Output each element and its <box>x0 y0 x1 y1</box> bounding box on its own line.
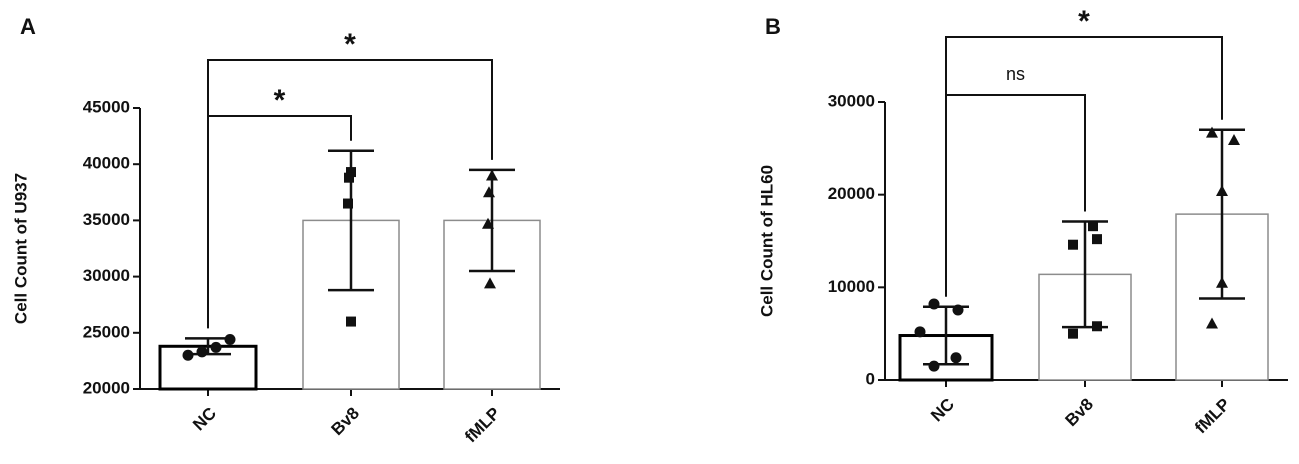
panel-label: B <box>765 14 781 39</box>
y-tick-label: 45000 <box>83 97 130 116</box>
data-point <box>1068 239 1078 250</box>
data-point <box>210 341 222 353</box>
y-axis-title: Cell Count of U937 <box>11 173 30 324</box>
x-tick-label: NC <box>927 395 958 426</box>
data-point <box>1206 317 1218 329</box>
x-tick-label: fMLP <box>1191 395 1234 438</box>
y-tick-label: 35000 <box>83 210 130 229</box>
y-axis-title: Cell Count of HL60 <box>757 165 776 317</box>
data-point <box>914 326 926 338</box>
data-point <box>182 349 194 361</box>
y-tick-label: 30000 <box>83 266 130 285</box>
significance-label: * <box>344 28 356 61</box>
data-point <box>486 169 498 181</box>
x-tick-label: fMLP <box>461 404 504 447</box>
data-point <box>196 346 208 358</box>
x-tick-label: NC <box>189 404 220 435</box>
significance-bracket <box>945 36 1223 277</box>
data-point <box>1088 221 1098 232</box>
data-point <box>1216 184 1228 196</box>
data-point <box>1092 234 1102 245</box>
data-point <box>1206 126 1218 138</box>
data-point <box>1228 133 1240 145</box>
y-tick-label: 0 <box>866 369 875 388</box>
data-point <box>1092 321 1102 332</box>
data-point <box>483 186 495 198</box>
data-point <box>343 198 353 209</box>
data-point <box>344 172 354 183</box>
panel-label: A <box>20 14 36 39</box>
y-tick-label: 30000 <box>828 91 875 110</box>
data-point <box>952 304 964 316</box>
y-tick-label: 10000 <box>828 277 875 296</box>
data-point <box>224 334 236 346</box>
y-tick-label: 40000 <box>83 154 130 173</box>
data-point <box>1068 328 1078 339</box>
data-point <box>346 167 356 178</box>
y-tick-label: 20000 <box>83 378 130 397</box>
significance-label: ns <box>1006 64 1025 84</box>
significance-bracket <box>945 94 1086 297</box>
y-tick-label: 20000 <box>828 184 875 203</box>
significance-bracket <box>207 59 493 309</box>
y-tick-label: 25000 <box>83 322 130 341</box>
data-point <box>928 360 940 372</box>
significance-label: * <box>1078 5 1090 38</box>
x-tick-label: Bv8 <box>1062 395 1097 430</box>
data-point <box>484 277 496 289</box>
significance-label: * <box>274 84 286 117</box>
data-point <box>346 316 356 327</box>
x-tick-label: Bv8 <box>328 404 363 439</box>
data-point <box>950 352 962 364</box>
data-point <box>928 298 940 310</box>
data-point <box>482 217 494 229</box>
data-point <box>1216 276 1228 288</box>
